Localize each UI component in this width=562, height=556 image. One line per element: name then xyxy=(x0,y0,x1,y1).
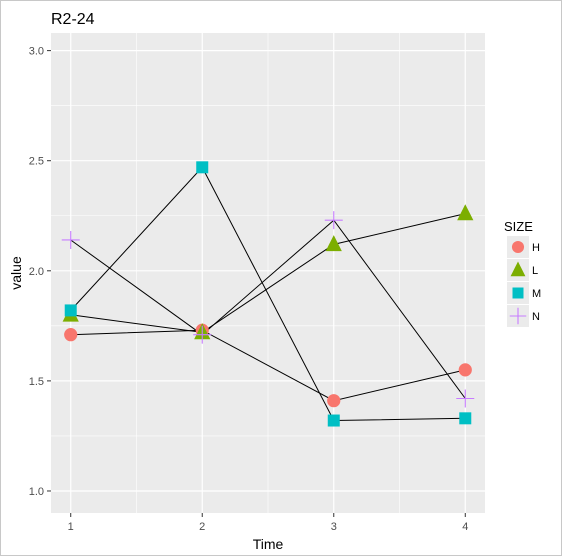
y-axis-title: value xyxy=(8,256,24,290)
legend-key-M xyxy=(512,287,524,299)
y-tick-label: 1.5 xyxy=(29,376,44,388)
legend-title: SIZE xyxy=(504,219,533,234)
legend-item-L: L xyxy=(507,259,538,281)
series-line-L xyxy=(70,213,466,333)
point-N-4 xyxy=(456,389,475,408)
legend-key-L xyxy=(510,261,526,277)
y-tick-label: 2.5 xyxy=(29,156,44,168)
point-L-4 xyxy=(457,204,474,221)
legend-label: H xyxy=(532,242,540,254)
x-axis: 1 2 3 4 xyxy=(68,513,468,533)
series-line-M xyxy=(70,166,466,422)
point-M-2 xyxy=(196,161,209,174)
legend-key-N xyxy=(509,307,527,325)
point-H-3 xyxy=(327,394,341,408)
y-tick-label: 1.0 xyxy=(29,486,44,498)
point-N-3 xyxy=(324,211,343,230)
point-M-1 xyxy=(64,304,77,317)
y-axis: 1.0 1.5 2.0 2.5 3.0 xyxy=(29,46,51,498)
legend-label: L xyxy=(532,265,538,277)
y-tick-label: 3.0 xyxy=(29,46,44,58)
x-tick-label: 3 xyxy=(331,521,337,533)
legend-label: N xyxy=(532,311,540,323)
watermark: 模财狗 kayangou.com xyxy=(475,519,531,547)
point-M-4 xyxy=(459,412,472,425)
x-tick-label: 2 xyxy=(199,521,205,533)
series-line-N xyxy=(70,219,466,399)
point-N-2 xyxy=(193,325,212,344)
point-M-3 xyxy=(327,414,340,427)
legend-item-H: H xyxy=(507,236,540,258)
y-tick-label: 2.0 xyxy=(29,266,44,278)
chart-title: R2-24 xyxy=(51,11,95,28)
x-tick-label: 4 xyxy=(462,521,468,533)
x-axis-title: Time xyxy=(253,536,284,552)
legend-item-M: M xyxy=(507,282,541,304)
watermark-sub: kayangou.com xyxy=(485,540,531,547)
x-tick-label: 1 xyxy=(68,521,74,533)
point-H-4 xyxy=(458,363,472,377)
point-L-3 xyxy=(325,235,342,252)
grid-major xyxy=(51,33,485,513)
series-markers xyxy=(61,161,475,427)
legend-key-H xyxy=(511,240,525,254)
legend-label: M xyxy=(532,288,541,300)
series-lines xyxy=(70,166,466,422)
series-line-H xyxy=(70,329,466,402)
watermark-text: 模财狗 xyxy=(475,519,517,535)
legend-item-N: N xyxy=(507,305,540,327)
grid-minor xyxy=(51,33,485,513)
point-H-1 xyxy=(64,328,78,342)
point-N-1 xyxy=(61,230,80,249)
